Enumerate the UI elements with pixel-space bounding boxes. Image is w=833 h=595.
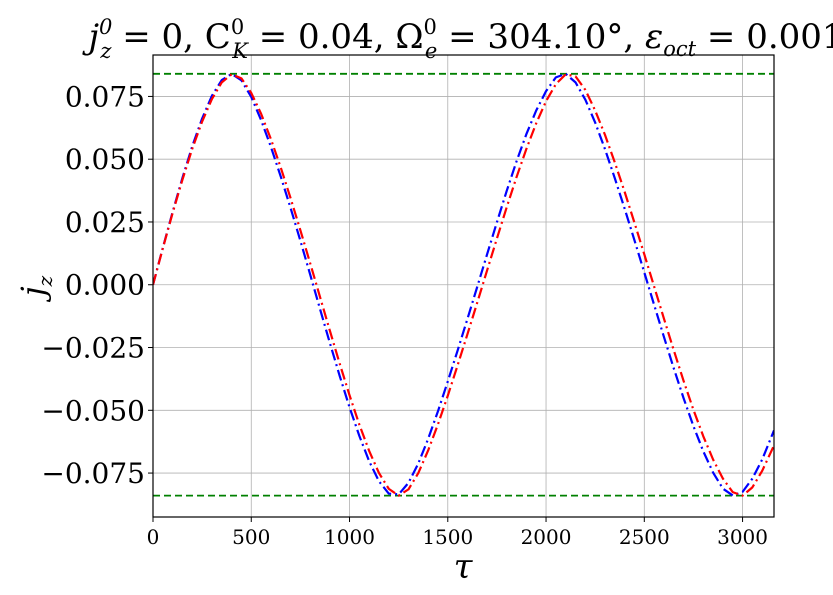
x-tick-label: 1500 (422, 525, 473, 549)
x-tick-label: 1000 (324, 525, 375, 549)
y-tick-label: 0.050 (65, 143, 145, 176)
x-tick-label: 500 (232, 525, 270, 549)
x-axis-label: τ (454, 547, 474, 587)
y-tick-label: 0.025 (65, 206, 145, 239)
grid (152, 55, 774, 517)
y-tick-label: 0.075 (65, 80, 145, 113)
y-tick-label: 0.000 (65, 269, 145, 302)
x-tick-label: 0 (147, 525, 160, 549)
y-tick-label: −0.050 (41, 394, 145, 427)
reference-lines (153, 72, 774, 497)
x-axis: 0 500 1000 1500 2000 2500 3000 (147, 517, 768, 549)
x-tick-label: 2000 (521, 525, 572, 549)
series-group (153, 72, 774, 497)
x-tick-label: 3000 (717, 525, 768, 549)
chart-title: j0 z = 0, C0 K = 0.04, Ω0 e = 304.10°, εoct… (81, 15, 833, 63)
y-tick-label: −0.025 (41, 332, 145, 365)
y-axis: 0.075 0.050 0.025 0.000 −0.025 −0.050 −0.075 (41, 80, 153, 490)
x-tick-label: 2500 (619, 525, 670, 549)
series-line-1 (153, 72, 774, 497)
plot-frame (152, 54, 775, 518)
series-line-2 (153, 73, 774, 497)
y-tick-label: −0.075 (41, 457, 145, 490)
